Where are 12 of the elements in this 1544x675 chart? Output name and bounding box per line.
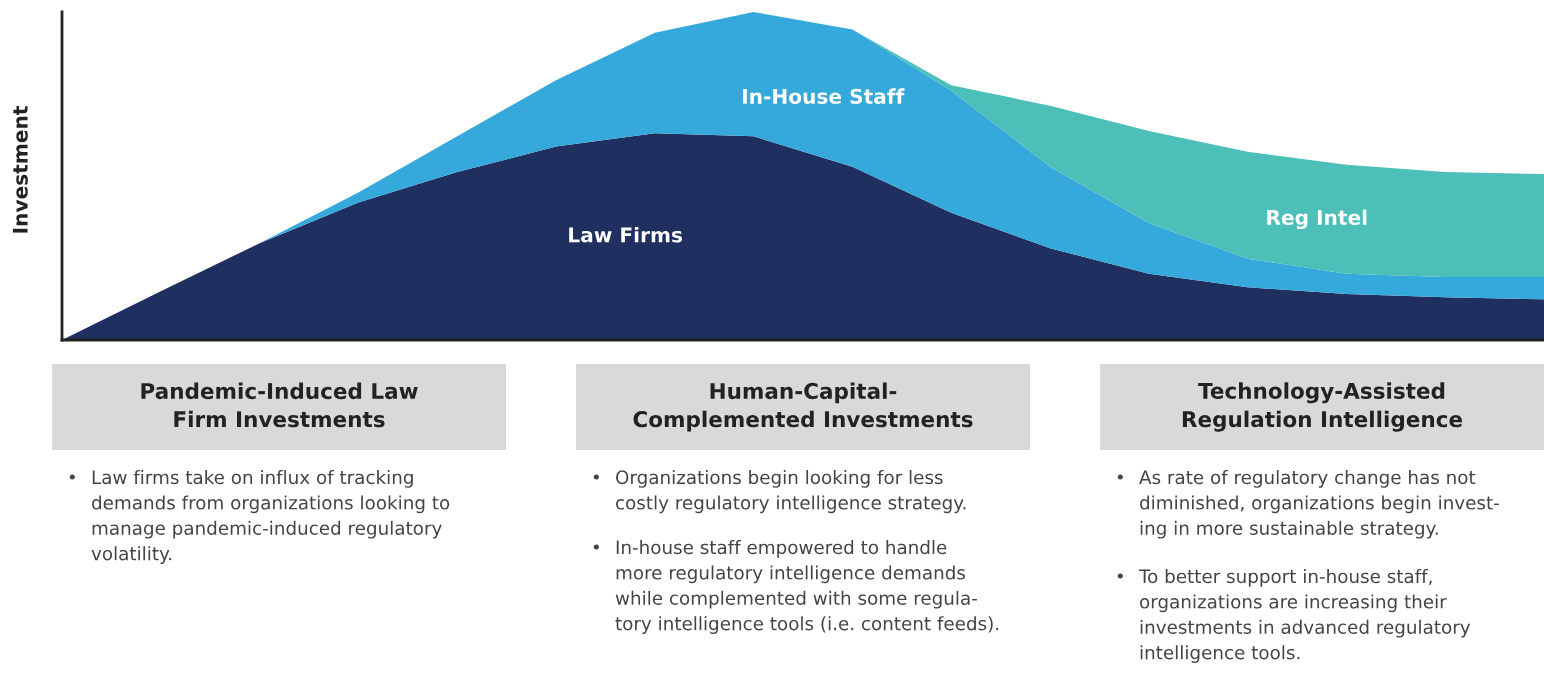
text: • As rate of regulatory change has not diminished, organizations begin invest- ing in more sustainable strategy. xyxy=(1117,470,1499,539)
text: • To better support in-house staff, organizations are increasing their investments in advanced regulatory intelligence tools. xyxy=(1117,569,1471,663)
text: • In-house staff empowered to handle more regulatory intelligence demands while complemented with some regula- tory intelligence tools (i.e. content feeds). xyxy=(593,540,999,634)
series-label: Law Firms xyxy=(569,226,683,243)
series-label: Reg Intel xyxy=(1267,209,1367,230)
y-axis-title: Investment xyxy=(12,106,28,233)
text: Human-Capital- Complemented Investments xyxy=(633,382,973,432)
text: Technology-Assisted Regulation Intelligence xyxy=(1182,382,1463,432)
text: • Law firms take on influx of tracking demands from organizations looking to manage pandemic-induced regulatory volatility. xyxy=(69,470,450,564)
series-label: In-House Staff xyxy=(743,88,905,104)
text: Pandemic-Induced Law Firm Investments xyxy=(141,382,418,428)
text: • Organizations begin looking for less costly regulatory intelligence strategy. xyxy=(593,470,966,514)
